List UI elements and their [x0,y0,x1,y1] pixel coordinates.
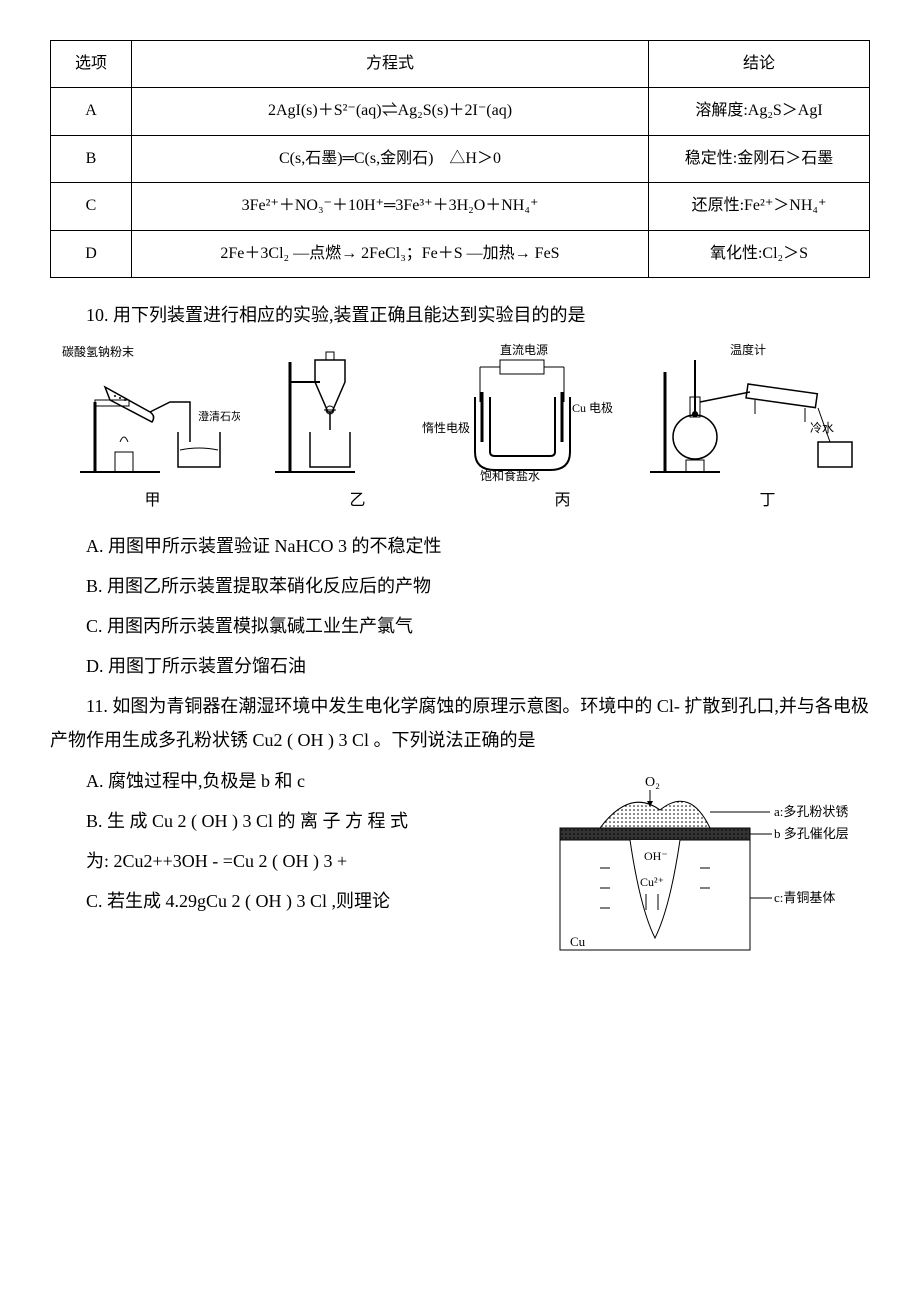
cell-opt: A [51,88,132,135]
cell-eq: 2Fe＋3Cl₂ —点燃→ 2FeCl₃；Fe＋S —加热→ FeS [132,230,649,277]
cell-conc: 溶解度:Ag₂S＞AgI [649,88,870,135]
cell-opt: B [51,135,132,182]
cap-jia: 甲 [144,486,160,516]
label-thermo: 温度计 [730,342,766,357]
q10-captions: 甲 乙 丙 丁 [50,486,870,516]
label-oh: OH⁻ [644,849,668,863]
cap-yi: 乙 [349,486,365,516]
cell-conc: 氧化性:Cl₂＞S [649,230,870,277]
th-conclusion: 结论 [649,41,870,88]
cell-eq: 3Fe²⁺＋NO₃⁻＋10H⁺═3Fe³⁺＋3H₂O＋NH₄⁺ [132,183,649,230]
label-cu: Cu [570,934,586,949]
fig-jia: 碳酸氢钠粉末 澄清石灰水 [60,342,240,482]
label-inert: 惰性电极 [422,421,470,435]
label-cu-electrode: Cu 电极 [572,401,613,415]
th-option: 选项 [51,41,132,88]
q10-opt-b: B. 用图乙所示装置提取苯硝化反应后的产物 [50,569,870,603]
table-row: D 2Fe＋3Cl₂ —点燃→ 2FeCl₃；Fe＋S —加热→ FeS 氧化性… [51,230,870,277]
table-row: B C(s,石墨)═C(s,金刚石) △H＞0 稳定性:金刚石＞石墨 [51,135,870,182]
table-row: A 2AgI(s)＋S²⁻(aq)⇌Ag₂S(s)＋2I⁻(aq) 溶解度:Ag… [51,88,870,135]
label-cu2: Cu²⁺ [640,875,664,889]
q10-figures: 碳酸氢钠粉末 澄清石灰水 [50,342,870,482]
q10-opt-c: C. 用图丙所示装置模拟氯碱工业生产氯气 [50,609,870,643]
cap-ding: 丁 [759,486,775,516]
label-nahco3: 碳酸氢钠粉末 [62,344,134,359]
q11-stem: 11. 如图为青铜器在潮湿环境中发生电化学腐蚀的原理示意图。环境中的 Cl- 扩… [50,689,870,757]
cell-opt: C [51,183,132,230]
q11-diagram: O₂ OH⁻ Cu²⁺ Cu [540,768,870,979]
cell-eq: C(s,石墨)═C(s,金刚石) △H＞0 [132,135,649,182]
fig-ding: 温度计 冷水 [640,342,860,482]
label-b: b 多孔催化层 [774,826,849,841]
cap-bing: 丙 [554,486,570,516]
table-row: C 3Fe²⁺＋NO₃⁻＋10H⁺═3Fe³⁺＋3H₂O＋NH₄⁺ 还原性:Fe… [51,183,870,230]
cell-eq: 2AgI(s)＋S²⁻(aq)⇌Ag₂S(s)＋2I⁻(aq) [132,88,649,135]
label-o2: O₂ [645,775,660,790]
cell-conc: 还原性:Fe²⁺＞NH₄⁺ [649,183,870,230]
fig-bing: 直流电源 惰性电极 Cu 电极 饱和食盐水 [420,342,620,482]
fig-yi [260,342,400,482]
q10-opt-a: A. 用图甲所示装置验证 NaHCO 3 的不稳定性 [50,529,870,563]
label-c: c:青铜基体 [774,890,835,905]
cell-conc: 稳定性:金刚石＞石墨 [649,135,870,182]
label-coldwater: 冷水 [810,421,834,435]
label-a: a:多孔粉状锈 [774,804,848,819]
equation-table: 选项 方程式 结论 A 2AgI(s)＋S²⁻(aq)⇌Ag₂S(s)＋2I⁻(… [50,40,870,278]
cell-opt: D [51,230,132,277]
q10-stem: 10. 用下列装置进行相应的实验,装置正确且能达到实验目的的是 [50,298,870,332]
label-dc: 直流电源 [500,343,548,357]
label-limewater: 澄清石灰水 [198,409,240,423]
label-brine: 饱和食盐水 [480,468,540,482]
th-equation: 方程式 [132,41,649,88]
q10-opt-d: D. 用图丁所示装置分馏石油 [50,649,870,683]
